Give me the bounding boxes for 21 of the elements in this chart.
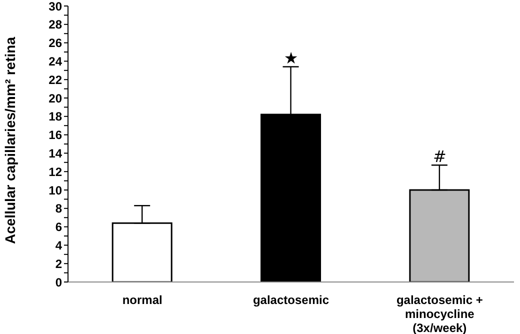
y-tick-label: 8 <box>55 202 62 216</box>
x-tick-label: galactosemic <box>252 293 330 307</box>
y-tick-label: 4 <box>55 238 62 252</box>
x-tick-label: normal <box>122 293 162 307</box>
y-tick-label: 12 <box>48 164 62 179</box>
y-tick-label: 10 <box>48 183 62 198</box>
y-tick-label: 22 <box>48 72 62 87</box>
y-tick-label: 26 <box>48 36 62 50</box>
y-tick-label: 6 <box>55 220 62 234</box>
y-tick-label: 24 <box>48 54 62 68</box>
annotation: # <box>432 147 446 166</box>
y-tick-label: 16 <box>48 128 62 142</box>
y-tick-label: 28 <box>48 18 62 32</box>
y-tick-label: 0 <box>55 275 62 290</box>
y-tick-label: 2 <box>55 256 62 271</box>
y-tick-label: 14 <box>48 146 62 160</box>
annotation: ★ <box>284 48 298 68</box>
y-tick-label: 30 <box>48 0 62 14</box>
y-tick-label: 20 <box>48 91 62 106</box>
y-tick-label: 18 <box>48 110 62 124</box>
y-axis-title: Acellular capillaries/mm² retina <box>2 36 18 244</box>
